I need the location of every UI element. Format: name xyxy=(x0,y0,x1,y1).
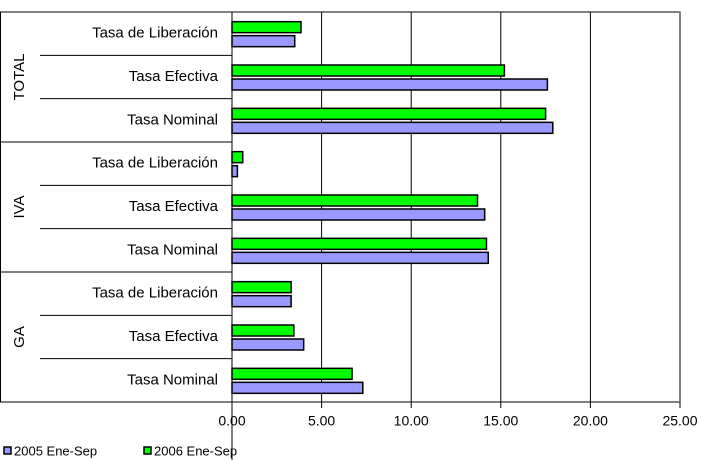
category-label: Tasa Nominal xyxy=(127,111,218,128)
category-label: Tasa de Liberación xyxy=(92,285,218,302)
bar xyxy=(231,64,506,77)
legend-label: 2005 Ene-Sep xyxy=(14,443,97,458)
category-label: Tasa Efectiva xyxy=(129,328,219,345)
x-tick-label: 5.00 xyxy=(308,413,335,429)
category-label: Tasa de Liberación xyxy=(92,155,218,172)
bar xyxy=(231,194,479,207)
bar xyxy=(231,164,239,178)
group-label: GA xyxy=(11,326,28,348)
category-label: Tasa Efectiva xyxy=(129,198,219,215)
legend-label: 2006 Ene-Sep xyxy=(154,443,237,458)
x-tick-label: 20.00 xyxy=(573,413,608,429)
bar xyxy=(231,20,302,34)
legend-swatch xyxy=(143,446,152,455)
bar xyxy=(231,381,364,395)
bar xyxy=(231,367,353,381)
category-label: Tasa Nominal xyxy=(127,241,218,258)
category-label: Tasa Efectiva xyxy=(129,68,219,85)
bar xyxy=(231,107,547,121)
bar xyxy=(231,150,244,164)
category-label: Tasa de Liberación xyxy=(92,25,218,42)
bar xyxy=(231,34,296,48)
bar xyxy=(231,324,295,337)
bar xyxy=(231,294,292,308)
bar xyxy=(231,237,488,251)
bar xyxy=(231,121,554,135)
x-tick-label: 15.00 xyxy=(483,413,518,429)
group-label: TOTAL xyxy=(11,54,28,101)
bar xyxy=(231,78,549,91)
bar xyxy=(231,251,490,265)
bar xyxy=(231,208,486,221)
x-tick-label: 10.00 xyxy=(394,413,429,429)
x-tick-label: 25.00 xyxy=(662,413,697,429)
bar xyxy=(231,338,305,351)
group-label: IVA xyxy=(11,195,28,218)
bar xyxy=(231,280,292,294)
category-label: Tasa Nominal xyxy=(127,371,218,388)
legend-swatch xyxy=(3,446,12,455)
